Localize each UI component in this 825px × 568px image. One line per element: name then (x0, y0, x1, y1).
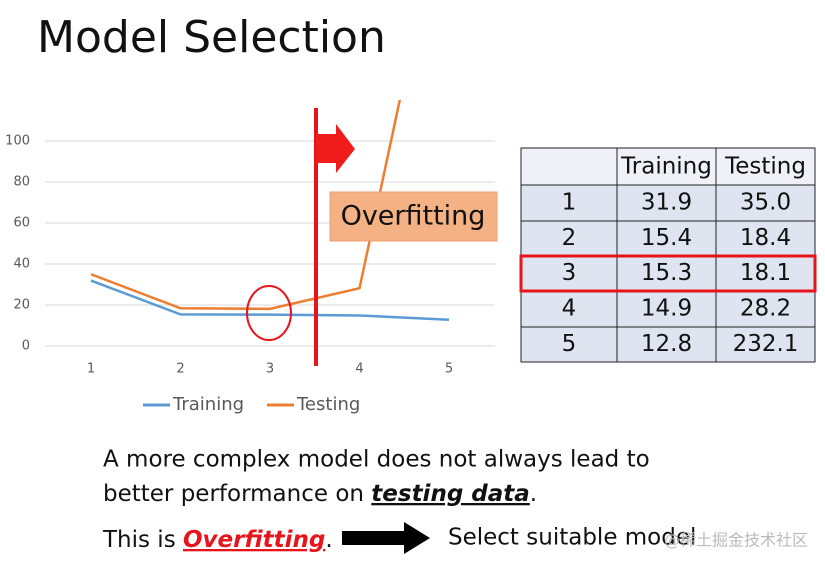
y-tick-label: 60 (13, 216, 30, 231)
y-tick-label: 80 (13, 175, 30, 190)
annotation-box (329, 191, 498, 242)
table-value: 18.1 (740, 260, 791, 286)
table-cell (520, 147, 618, 186)
table-cell (616, 255, 717, 292)
text: . (530, 481, 537, 507)
text: This is (102, 527, 183, 553)
table-value: 232.1 (733, 331, 799, 357)
plot (90, 100, 450, 322)
x-tick-label: 3 (266, 362, 274, 377)
x-tick-label: 4 (355, 362, 363, 377)
column-header: Testing (724, 154, 806, 180)
row-highlight (519, 254, 817, 293)
watermark: @稀土掘金技术社区 (664, 531, 808, 550)
annotation: Overfitting (341, 201, 486, 232)
y-tick-label: 40 (13, 257, 30, 272)
x-tick-label: 2 (176, 362, 184, 377)
arrow (316, 124, 355, 173)
x-tick-label: 1 (87, 362, 95, 377)
table-cell (520, 184, 618, 222)
table-cell (616, 326, 717, 363)
table-cell (715, 326, 816, 363)
table-cell (715, 220, 816, 257)
table-value: 14.9 (641, 296, 692, 322)
line-chart: 0 20 40 60 80 100 1 2 3 4 5 Training Testing (5, 100, 495, 415)
highlight-circle (246, 285, 292, 341)
series-line (90, 100, 402, 311)
row-label: 1 (562, 190, 577, 216)
y-tick-label: 100 (5, 134, 30, 149)
table-cell (616, 220, 717, 257)
table-value: 15.4 (641, 225, 692, 251)
table-cell (520, 255, 618, 292)
row-label: 2 (562, 225, 577, 251)
y-tick-label: 0 (22, 339, 30, 354)
y-tick-label: 20 (13, 298, 30, 313)
table-cell (715, 184, 816, 222)
row-label: 3 (562, 260, 577, 286)
text-line: better performance on testing data. (103, 481, 537, 507)
table-cell (715, 147, 816, 186)
legend-label: Testing (296, 394, 360, 415)
column-header: Training (620, 154, 712, 180)
x-tick-label: 5 (445, 362, 453, 377)
text-line: A more complex model does not always lea… (103, 447, 650, 473)
text: . (325, 527, 332, 553)
table-value: 12.8 (641, 331, 692, 357)
row-label: 5 (562, 331, 577, 357)
legend-label: Training (172, 394, 244, 415)
row-label: 4 (562, 296, 577, 322)
table-cell (715, 255, 816, 292)
table-value: 28.2 (740, 296, 791, 322)
slide-title: Model Selection (37, 12, 386, 63)
conclusion: Select suitable model (448, 525, 696, 551)
emphasis: Overfitting (183, 527, 325, 553)
table-value: 31.9 (641, 190, 692, 216)
table-value: 15.3 (641, 260, 692, 286)
table-cell (616, 147, 717, 186)
table: Training Testing 1 31.9 35.0 2 15.4 18.4 3 15.3 18… (520, 147, 816, 363)
table-value: 35.0 (740, 190, 791, 216)
table-cell (520, 290, 618, 328)
table-cell (520, 326, 618, 363)
series-line (90, 279, 450, 322)
text-line: This is Overfitting. (102, 527, 333, 553)
table-cell (520, 220, 618, 257)
table-value: 18.4 (740, 225, 791, 251)
arrow (342, 522, 430, 554)
emphasis: testing data (371, 481, 530, 507)
text: better performance on (103, 481, 371, 507)
